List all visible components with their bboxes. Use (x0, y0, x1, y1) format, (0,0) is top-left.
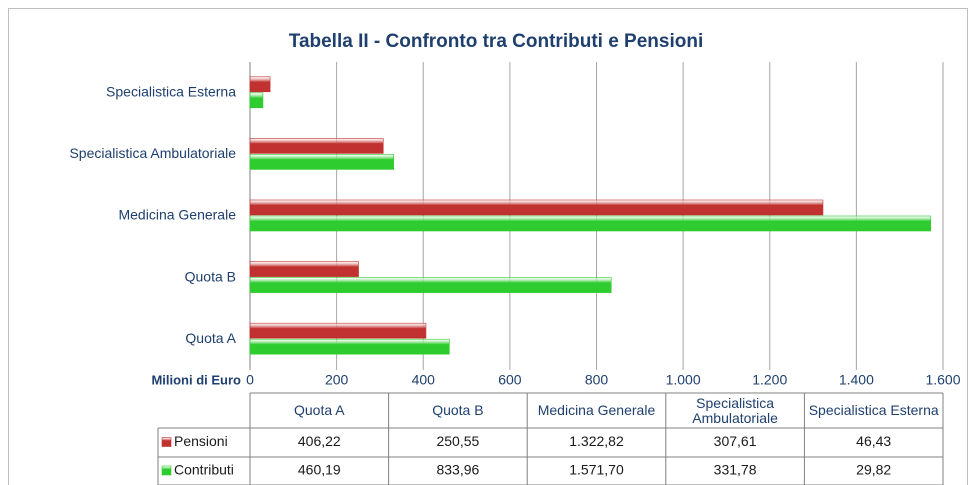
bar (249, 154, 395, 170)
table-header: Specialistica Esterna (808, 402, 939, 418)
table-header-text: Quota A (294, 402, 345, 418)
x-tick-label: 1.400 (839, 372, 874, 388)
table-header: Quota A (294, 402, 345, 418)
y-tick-label: Quota B (185, 268, 236, 284)
table-header-text: Medicina Generale (537, 402, 656, 418)
table-value: 250,55 (436, 433, 479, 449)
bar (249, 76, 271, 93)
table-value: 29,82 (856, 462, 891, 478)
y-tick-label: Specialistica Ambulatoriale (69, 145, 236, 161)
x-tick-label: 1.600 (925, 372, 960, 388)
bar (249, 138, 384, 154)
table-value: 406,22 (298, 433, 341, 449)
table-value: 833,96 (436, 462, 479, 478)
bar (249, 322, 427, 339)
chart-title: Tabella II - Confronto tra Contributi e … (289, 31, 703, 52)
x-tick-label: 200 (325, 372, 349, 388)
table-value: 460,19 (298, 462, 341, 478)
bar (249, 277, 612, 293)
legend-label: Pensioni (174, 433, 228, 449)
table-value: 1.571,70 (569, 462, 624, 478)
x-tick-label: 600 (498, 372, 522, 388)
x-tick-label: 0 (246, 372, 254, 388)
bar (249, 215, 932, 232)
table-value: 46,43 (856, 433, 891, 449)
bar (249, 261, 359, 277)
axis-title: Milioni di Euro (151, 372, 241, 387)
x-tick-label: 400 (412, 372, 436, 388)
x-tick-label: 800 (585, 372, 609, 388)
table-header: Quota B (432, 402, 484, 418)
table-value: 331,78 (714, 462, 757, 478)
table-header-text: Specialistica Ambulatoriale (692, 394, 778, 426)
bar (249, 92, 264, 109)
bar (249, 338, 450, 355)
y-tick-label: Quota A (185, 330, 236, 346)
table-value: 307,61 (714, 433, 757, 449)
bar (249, 199, 824, 216)
table-header: Specialistica Ambulatoriale (692, 394, 778, 426)
table-header-text: Quota B (432, 402, 484, 418)
table-header: Medicina Generale (537, 402, 656, 418)
legend-label: Contributi (174, 462, 234, 478)
chart-frame (8, 8, 968, 485)
y-tick-label: Specialistica Esterna (106, 84, 236, 100)
x-tick-label: 1.200 (752, 372, 787, 388)
legend-swatch (161, 465, 172, 476)
table-value: 1.322,82 (569, 433, 624, 449)
table-header-text: Specialistica Esterna (808, 402, 939, 418)
y-tick-label: Medicina Generale (118, 207, 236, 223)
legend-swatch (161, 437, 172, 447)
x-tick-label: 1.000 (666, 372, 701, 388)
